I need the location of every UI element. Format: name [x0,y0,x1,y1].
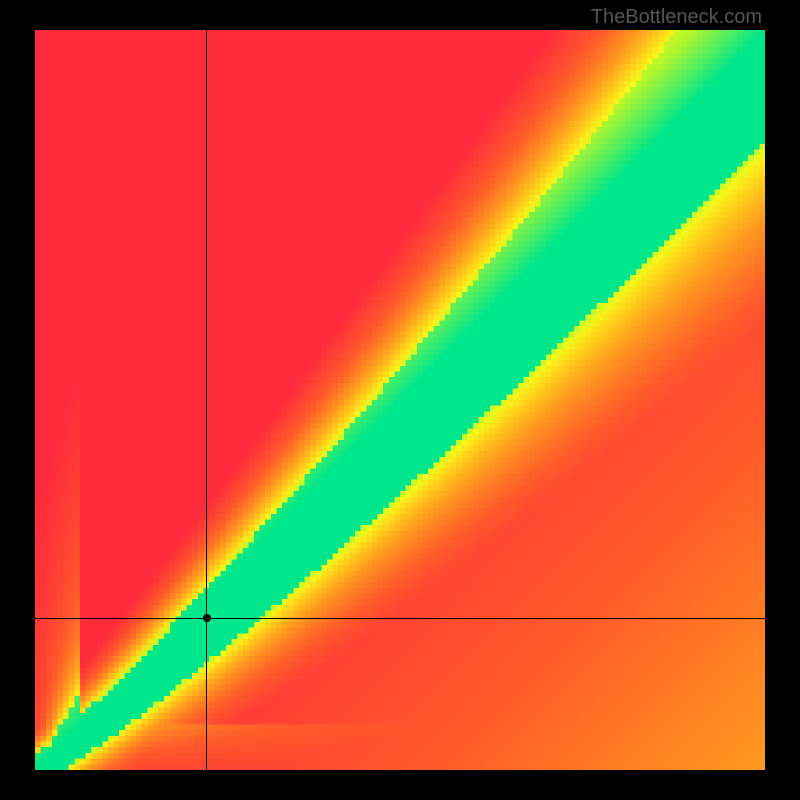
watermark-text: TheBottleneck.com [591,6,762,29]
crosshair-vertical [206,30,207,770]
crosshair-marker [203,614,211,622]
heatmap-canvas [35,30,765,770]
chart-frame: TheBottleneck.com [0,0,800,800]
plot-area [35,30,765,770]
crosshair-horizontal [35,618,765,619]
